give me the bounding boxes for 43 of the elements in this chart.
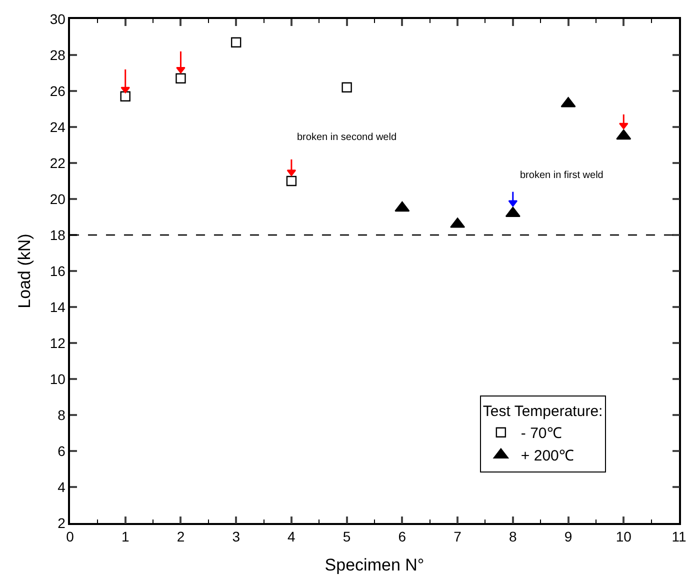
- point: [616, 129, 632, 140]
- x-tick-label: 7: [454, 528, 462, 545]
- y-tick-label: 16: [50, 262, 66, 279]
- y-tick-label: 22: [50, 154, 66, 171]
- x-tick-label: 8: [509, 528, 518, 545]
- y-tick-label: 28: [50, 46, 66, 63]
- legend-label: + 200℃: [520, 448, 574, 465]
- x-tick-label: 10: [616, 528, 632, 545]
- y-tick-label: 12: [50, 334, 66, 351]
- y-tick-label: 10: [50, 370, 66, 387]
- point: [176, 73, 186, 84]
- y-tick-label: 26: [50, 82, 66, 99]
- point: [120, 86, 130, 94]
- y-tick-label: 24: [50, 118, 66, 135]
- point: [619, 122, 628, 130]
- legend-title: Test Temperature:: [482, 403, 603, 420]
- y-tick-label: 4: [58, 478, 66, 495]
- point: [286, 176, 297, 186]
- x-tick-label: 2: [176, 528, 185, 545]
- point: [394, 201, 410, 212]
- x-axis-title: Specimen N°: [324, 555, 424, 574]
- x-tick-label: 3: [232, 528, 240, 545]
- legend-label: - 70℃: [520, 425, 562, 442]
- x-tick-label: 1: [121, 528, 130, 545]
- x-tick-label: 4: [288, 528, 296, 545]
- point: [120, 91, 130, 102]
- annotation: broken in second weld: [297, 132, 397, 143]
- y-tick-label: 20: [50, 190, 66, 207]
- point: [342, 82, 352, 92]
- y-tick-label: 8: [58, 406, 66, 423]
- y-tick-label: 30: [50, 10, 66, 27]
- y-tick-label: 6: [58, 442, 66, 459]
- y-axis-title: Load (kN): [14, 234, 34, 308]
- x-tick-label: 11: [672, 528, 686, 545]
- y-tick-label: 18: [50, 226, 66, 243]
- annotation: broken in first weld: [520, 170, 604, 181]
- x-tick-label: 5: [342, 528, 351, 545]
- point: [230, 37, 242, 48]
- x-tick-label: 9: [564, 528, 572, 545]
- x-tick-label: 6: [398, 528, 406, 545]
- y-tick-label: 2: [58, 514, 66, 531]
- x-tick-label: 0: [66, 528, 74, 545]
- y-tick-label: 14: [50, 298, 66, 315]
